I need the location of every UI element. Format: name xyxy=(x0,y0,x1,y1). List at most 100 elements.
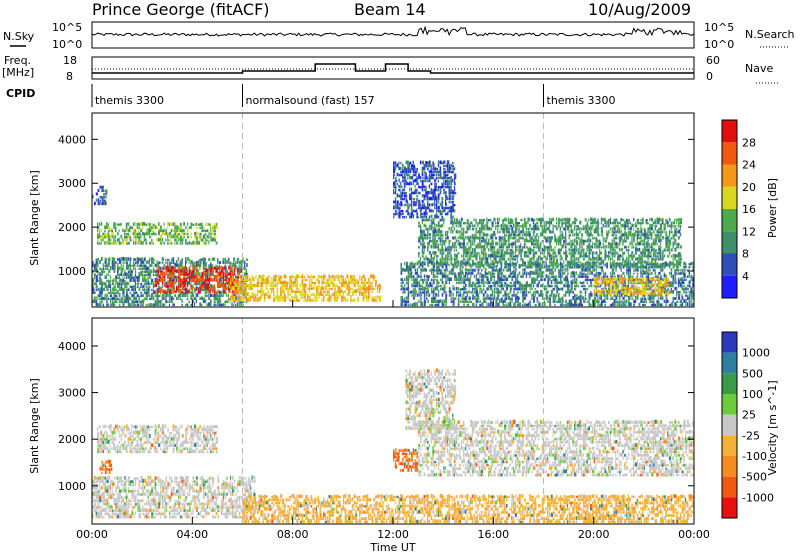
power-cbar-swatch-7 xyxy=(722,120,737,143)
power-ylabel: Slant Range [km] xyxy=(28,170,41,266)
power-region-1 xyxy=(97,221,218,245)
power-cbar-swatch-2 xyxy=(722,231,737,254)
freq-trace xyxy=(92,63,694,74)
velocity-cbar-tick-0: 1000 xyxy=(742,347,770,360)
velocity-colorbar: 1000 500 100 25 -25 -100 -500 -1000 xyxy=(721,331,774,519)
station-title: Prince George (fitACF) xyxy=(92,0,270,19)
x-axis-ticks: 00:00 04:00 08:00 12:00 16:00 20:00 00:00 xyxy=(76,300,710,541)
power-cbar-swatch-6 xyxy=(722,142,737,165)
xtick-label-1: 04:00 xyxy=(176,528,208,541)
power-region-5 xyxy=(400,261,695,307)
velocity-cbar-tick-3: 25 xyxy=(742,409,756,422)
velocity-region-0 xyxy=(97,424,219,454)
velocity-region-5 xyxy=(418,419,695,477)
velocity-cbar-tick-2: 100 xyxy=(742,388,763,401)
velocity-cbar-tick-6: -500 xyxy=(742,471,767,484)
xtick-label-4: 16:00 xyxy=(477,528,509,541)
power-region-4 xyxy=(230,274,382,302)
velocity-ytick-label-1: 2000 xyxy=(58,433,86,446)
velocity-region-1 xyxy=(99,459,113,475)
velocity-cbar-tick-1: 500 xyxy=(742,367,763,380)
freq-right-tick-top: 60 xyxy=(706,54,720,67)
xtick-label-0: 00:00 xyxy=(76,528,108,541)
velocity-region-6 xyxy=(405,368,457,430)
velocity-cbar-tick-7: -1000 xyxy=(742,491,774,504)
date-title: 10/Aug/2009 xyxy=(588,0,691,19)
velocity-region-3 xyxy=(242,494,695,524)
beam-title: Beam 14 xyxy=(354,0,426,19)
cpid-segment-label-0: themis 3300 xyxy=(95,94,164,107)
power-cbar-swatch-4 xyxy=(722,186,737,209)
power-region-8 xyxy=(393,160,457,219)
power-region-3 xyxy=(154,265,244,293)
power-cbar-swatch-5 xyxy=(722,164,737,187)
noise-right-tick-top: 10^5 xyxy=(704,21,734,34)
velocity-region-4 xyxy=(393,448,419,472)
power-ytick-label-2: 3000 xyxy=(58,177,86,190)
noise-panel xyxy=(91,21,695,49)
power-cbar-swatch-3 xyxy=(722,209,737,232)
velocity-cbar-tick-4: -25 xyxy=(742,429,760,442)
velocity-cbar-swatch-3 xyxy=(722,394,737,415)
freq-label: Freq. xyxy=(4,54,31,67)
velocity-cbar-swatch-0 xyxy=(722,332,737,353)
velocity-cbar-swatch-1 xyxy=(722,352,737,374)
power-region-6 xyxy=(418,217,683,267)
power-colorbar: 4 8 12 16 20 24 28 xyxy=(721,119,756,299)
cpid-segment-label-2: themis 3300 xyxy=(547,94,616,107)
cpid-track: themis 3300 normalsound (fast) 157 themis … xyxy=(91,84,616,107)
velocity-cbar-tick-5: -100 xyxy=(742,450,767,463)
power-cbar-tick-2: 12 xyxy=(742,225,756,238)
xtick-label-3: 12:00 xyxy=(377,528,409,541)
power-region-0 xyxy=(92,185,108,206)
power-ytick-label-0: 1000 xyxy=(58,265,86,278)
power-cbar-tick-3: 16 xyxy=(742,203,756,216)
power-cbar-tick-1: 8 xyxy=(742,248,749,261)
velocity-cbar-swatch-5 xyxy=(722,435,737,456)
power-region-7 xyxy=(593,276,670,296)
power-cbar-swatch-1 xyxy=(722,253,737,276)
power-cbar-tick-0: 4 xyxy=(742,270,749,283)
velocity-ylabel: Slant Range [km] xyxy=(28,378,41,474)
noise-left-tick-bottom: 10^0 xyxy=(52,38,82,51)
velocity-ytick-label-3: 4000 xyxy=(58,340,86,353)
nsky-label: N.Sky xyxy=(3,30,35,43)
velocity-region-2 xyxy=(92,475,256,519)
velocity-cbar-frame xyxy=(721,331,738,519)
velocity-ytick-label-0: 1000 xyxy=(58,480,86,493)
power-cbar-swatch-0 xyxy=(722,275,737,298)
velocity-colorbar-label: Velocity [m s^-1] xyxy=(766,380,779,475)
x-axis-label: Time UT xyxy=(369,541,415,554)
nave-label: Nave xyxy=(745,62,773,75)
xtick-label-5: 20:00 xyxy=(578,528,610,541)
freq-right-tick-bottom: 0 xyxy=(706,70,713,83)
power-colorbar-label: Power [dB] xyxy=(766,178,779,238)
power-ytick-label-3: 4000 xyxy=(58,133,86,146)
freq-unit-label: [MHz] xyxy=(2,66,34,79)
power-cbar-tick-6: 28 xyxy=(742,136,756,149)
cpid-segment-label-1: normalsound (fast) 157 xyxy=(246,94,375,107)
freq-left-tick-bottom: 8 xyxy=(66,70,73,83)
power-cbar-tick-4: 20 xyxy=(742,181,756,194)
xtick-label-2: 08:00 xyxy=(277,528,309,541)
velocity-cbar-swatch-6 xyxy=(722,456,737,477)
y-axis-ticks: 1000 2000 3000 4000 1000 2000 3000 4000 xyxy=(58,133,694,493)
noise-right-tick-bottom: 10^0 xyxy=(704,38,734,51)
velocity-ytick-label-2: 3000 xyxy=(58,387,86,400)
xtick-label-6: 00:00 xyxy=(678,528,710,541)
velocity-cbar-swatch-8 xyxy=(722,497,737,518)
power-cbar-tick-5: 24 xyxy=(742,159,756,172)
velocity-cbar-swatch-7 xyxy=(722,476,737,498)
noise-sky-line xyxy=(91,25,695,37)
noise-trace xyxy=(91,25,695,37)
nsearch-label: N.Search xyxy=(745,28,795,41)
power-cbar-frame xyxy=(721,119,738,299)
cpid-label: CPID xyxy=(6,87,35,100)
noise-left-tick-top: 10^5 xyxy=(52,21,82,34)
velocity-cbar-swatch-4 xyxy=(722,414,737,436)
power-ytick-label-1: 2000 xyxy=(58,221,86,234)
velocity-panel xyxy=(92,318,695,524)
freq-panel xyxy=(91,56,695,80)
freq-left-tick-top: 18 xyxy=(63,54,77,67)
